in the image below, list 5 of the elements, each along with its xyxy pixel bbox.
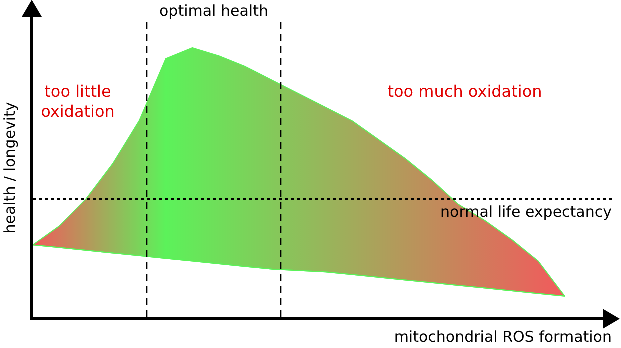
annotation: too little oxidation	[41, 82, 115, 121]
y-axis-title: health / longevity	[1, 102, 19, 234]
annotation: too much oxidation	[388, 82, 542, 101]
text: optimal health	[160, 2, 268, 20]
x-axis-title: mitochondrial ROS formation	[394, 328, 612, 346]
